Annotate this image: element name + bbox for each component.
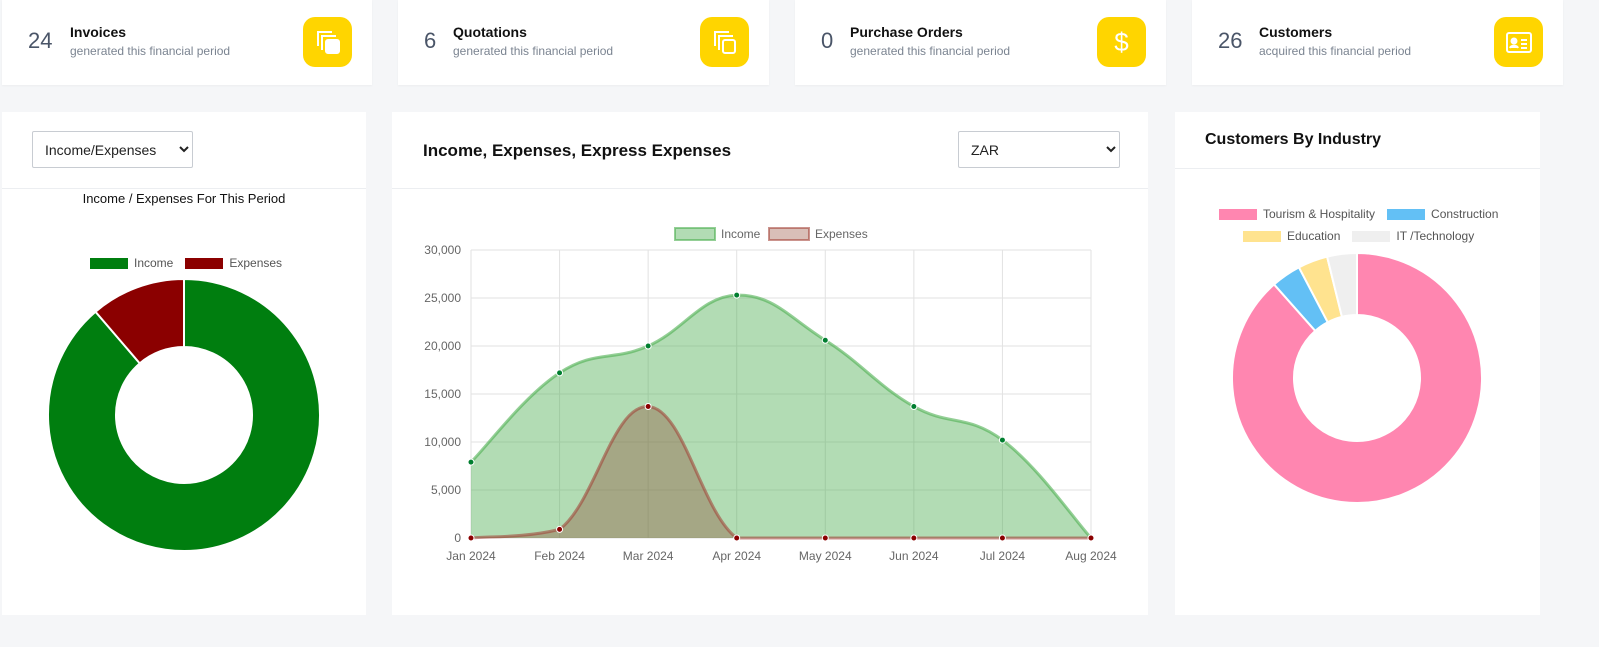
x-tick-label: Jun 2024 — [889, 549, 939, 563]
currency-select[interactable]: ZAR — [958, 131, 1120, 168]
legend-label-expenses: Expenses — [229, 256, 283, 270]
panel-header: Income/Expenses — [2, 112, 366, 189]
legend-swatch-expenses — [768, 227, 810, 241]
slice-it-technology — [1325, 251, 1358, 319]
x-tick-label: Jul 2024 — [980, 549, 1026, 563]
id-card-icon — [1494, 17, 1543, 67]
expenses-area — [471, 406, 1091, 538]
expenses-point — [644, 402, 652, 410]
left-legend: Income Expenses — [90, 256, 282, 270]
invoices-card[interactable]: 24 Invoices generated this financial per… — [2, 0, 372, 85]
copy-icon — [303, 17, 352, 67]
y-tick-label: 10,000 — [424, 435, 461, 449]
slice-expenses — [94, 277, 185, 365]
expenses-point — [910, 534, 918, 542]
y-tick-label: 30,000 — [424, 243, 461, 257]
industry-title: Customers By Industry — [1205, 131, 1382, 148]
industry-legend-row2: Education IT /Technology — [1243, 229, 1474, 243]
x-tick-label: Mar 2024 — [623, 549, 674, 563]
panel-header: Income, Expenses, Express Expenses ZAR — [392, 112, 1148, 189]
y-tick-label: 25,000 — [424, 291, 461, 305]
slice-tourism-hospitality — [1231, 251, 1483, 504]
industry-legend-row1: Tourism & Hospitality Construction — [1219, 207, 1498, 221]
quotations-title: Quotations — [453, 24, 527, 40]
legend-swatch-it — [1352, 230, 1391, 242]
copy-icon — [700, 17, 749, 67]
y-tick-label: 20,000 — [424, 339, 461, 353]
industry-donut — [1231, 251, 1483, 504]
purchase-orders-subtitle: generated this financial period — [850, 44, 1011, 58]
expenses-point — [821, 534, 829, 542]
expenses-point — [998, 534, 1006, 542]
x-tick-label: Aug 2024 — [1065, 549, 1117, 563]
legend-swatch-tourism — [1219, 208, 1257, 220]
legend-swatch-construction — [1387, 208, 1426, 220]
legend-label-construction: Construction — [1431, 207, 1499, 221]
y-tick-label: 0 — [454, 531, 461, 545]
panel-header: Customers By Industry — [1175, 112, 1540, 169]
line-chart-title: Income, Expenses, Express Expenses — [423, 141, 732, 160]
quotations-card[interactable]: 6 Quotations generated this financial pe… — [398, 0, 769, 85]
income-point — [910, 402, 918, 410]
income-expenses-donut — [47, 277, 321, 552]
income-area — [471, 295, 1091, 538]
dollar-icon: $ — [1097, 17, 1146, 67]
purchase-orders-card[interactable]: 0 Purchase Orders generated this financi… — [795, 0, 1166, 85]
income-line — [469, 293, 1093, 540]
customers-card[interactable]: 26 Customers acquired this financial per… — [1192, 0, 1563, 85]
chart-type-select[interactable]: Income/Expenses — [32, 131, 193, 168]
expenses-point — [733, 534, 741, 542]
income-point — [821, 336, 829, 344]
customers-count: 26 — [1218, 28, 1243, 53]
legend-label-income: Income — [721, 227, 761, 241]
income-point — [644, 342, 652, 350]
x-tick-label: Apr 2024 — [712, 549, 761, 563]
invoices-subtitle: generated this financial period — [70, 44, 231, 58]
customers-title: Customers — [1259, 24, 1333, 40]
expenses-point — [1087, 534, 1095, 542]
income-point — [467, 458, 475, 466]
expenses-point — [556, 525, 564, 533]
income-expenses-panel: Income/Expenses Income / Expenses For Th… — [2, 112, 366, 615]
purchase-orders-count: 0 — [821, 28, 834, 53]
left-chart-title: Income / Expenses For This Period — [82, 191, 286, 206]
legend-swatch-expenses — [185, 257, 224, 269]
customers-industry-panel: Customers By Industry Tourism & Hospital… — [1175, 112, 1540, 615]
income-point — [556, 369, 564, 377]
legend-label-education: Education — [1287, 229, 1341, 243]
legend-swatch-education — [1243, 230, 1281, 242]
legend-swatch-income — [90, 257, 128, 269]
x-tick-label: Feb 2024 — [534, 549, 585, 563]
expenses-point — [467, 534, 475, 542]
legend-swatch-income — [674, 227, 716, 241]
legend-label-it: IT /Technology — [1396, 229, 1475, 243]
invoices-title: Invoices — [70, 24, 127, 40]
income-expenses-line-panel: Income, Expenses, Express Expenses ZAR 0… — [392, 112, 1148, 615]
y-tick-label: 5,000 — [431, 483, 461, 497]
invoices-count: 24 — [28, 28, 53, 53]
x-tick-label: May 2024 — [799, 549, 852, 563]
legend-label-tourism: Tourism & Hospitality — [1263, 207, 1376, 221]
legend-label-income: Income — [134, 256, 174, 270]
legend-label-expenses: Expenses — [815, 227, 868, 241]
quotations-subtitle: generated this financial period — [453, 44, 614, 58]
customers-subtitle: acquired this financial period — [1259, 44, 1412, 58]
income-point — [998, 436, 1006, 444]
income-expenses-area-chart: 0 5,000 10,000 15,000 20,000 25,000 30,000 Jan … — [424, 227, 1117, 563]
income-point — [733, 291, 741, 299]
y-tick-label: 15,000 — [424, 387, 461, 401]
expenses-line — [470, 404, 1091, 540]
quotations-count: 6 — [424, 28, 437, 53]
slice-income — [47, 277, 321, 552]
x-tick-label: Jan 2024 — [446, 549, 496, 563]
purchase-orders-title: Purchase Orders — [850, 24, 963, 40]
